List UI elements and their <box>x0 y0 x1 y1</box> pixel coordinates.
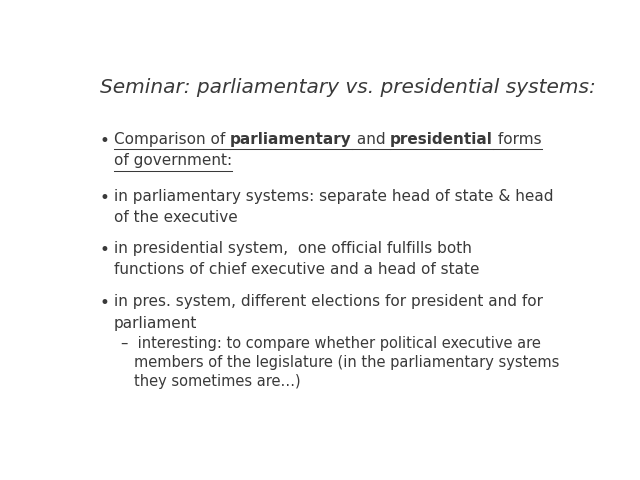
Text: they sometimes are…): they sometimes are…) <box>134 374 300 389</box>
Text: members of the legislature (in the parliamentary systems: members of the legislature (in the parli… <box>134 355 559 370</box>
Text: •: • <box>100 189 109 207</box>
Text: in pres. system, different elections for president and for: in pres. system, different elections for… <box>114 294 543 309</box>
Text: parliament: parliament <box>114 315 197 331</box>
Text: of government:: of government: <box>114 153 232 168</box>
Text: –  interesting: to compare whether political executive are: – interesting: to compare whether politi… <box>121 336 541 350</box>
Text: Seminar: parliamentary vs. presidential systems:: Seminar: parliamentary vs. presidential … <box>100 78 596 97</box>
Text: •: • <box>100 240 109 259</box>
Text: in parliamentary systems: separate head of state & head: in parliamentary systems: separate head … <box>114 189 553 204</box>
Text: •: • <box>100 294 109 312</box>
Text: functions of chief executive and a head of state: functions of chief executive and a head … <box>114 262 479 277</box>
Text: parliamentary: parliamentary <box>230 132 351 146</box>
Text: and: and <box>351 132 390 146</box>
Text: of the executive: of the executive <box>114 210 237 225</box>
Text: •: • <box>100 132 109 150</box>
Text: presidential: presidential <box>390 132 493 146</box>
Text: forms: forms <box>493 132 541 146</box>
Text: in presidential system,  one official fulfills both: in presidential system, one official ful… <box>114 240 472 255</box>
Text: Comparison of: Comparison of <box>114 132 230 146</box>
